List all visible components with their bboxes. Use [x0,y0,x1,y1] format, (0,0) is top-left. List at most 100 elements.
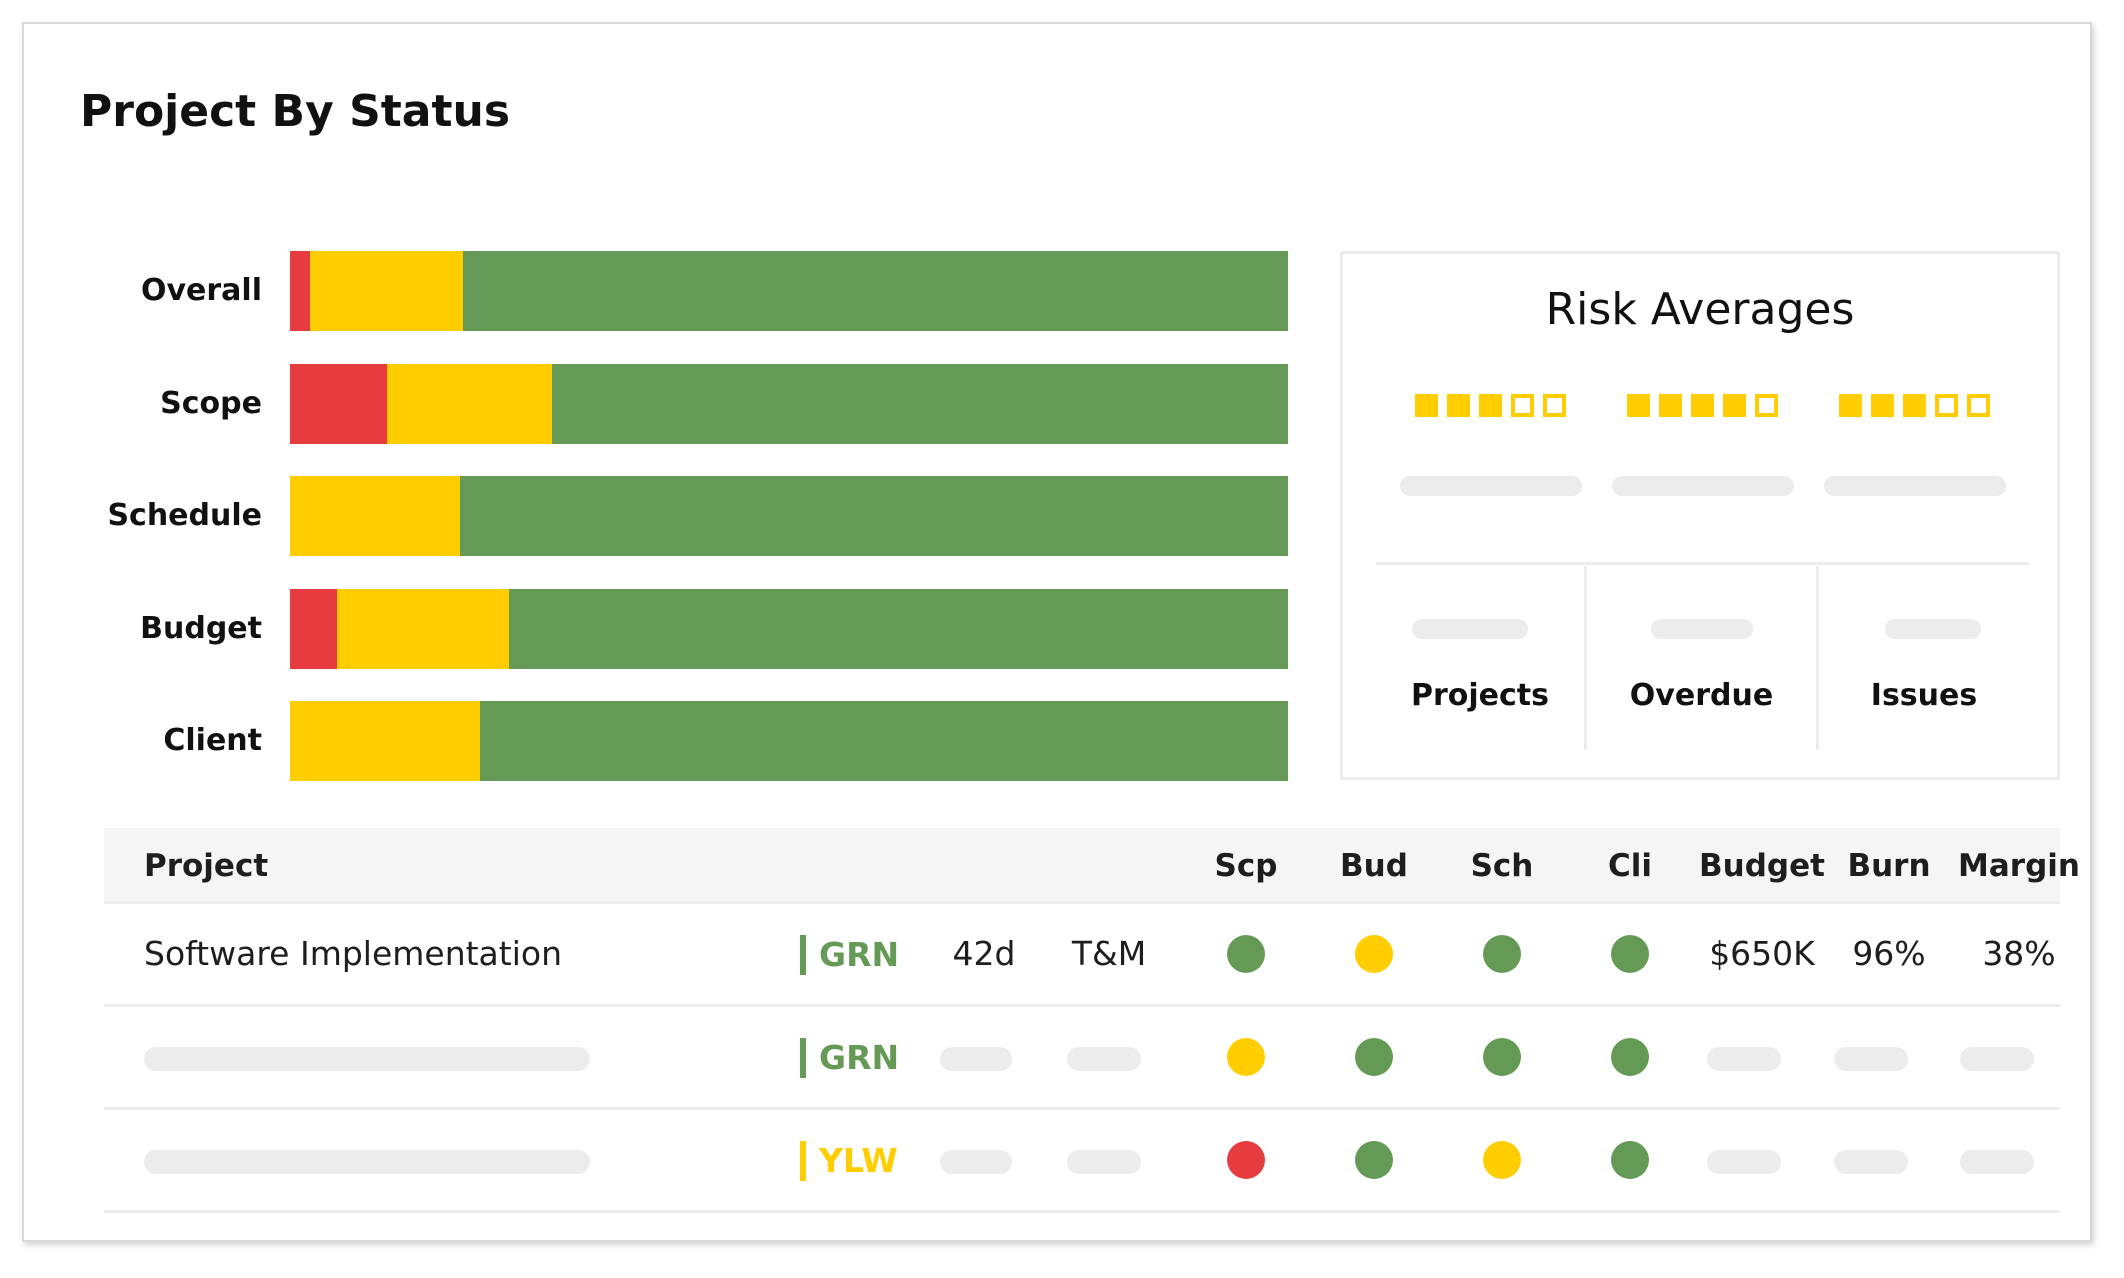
column-header-sch[interactable]: Sch [1470,848,1534,884]
status-bar-row: Scope [24,364,1294,444]
page-title: Project By Status [80,86,511,137]
rating-square-filled [1626,394,1650,417]
project-name-placeholder [144,1150,590,1174]
scp-status-dot[interactable] [1227,1038,1265,1076]
status-bar-label: Overall [140,273,262,308]
divider [1376,562,2029,565]
bar-segment-yellow[interactable] [386,364,553,444]
bar-segment-green[interactable] [462,251,1288,331]
cli-status-dot[interactable] [1611,1038,1649,1076]
rating-square-filled [1446,394,1470,417]
margin-placeholder [1960,1150,2034,1174]
duration: 42d [952,934,1016,973]
risk-averages-panel: Risk Averages Projects Overdue Issues [1340,251,2060,780]
status-tag: GRN [800,1038,899,1078]
bud-status-dot[interactable] [1355,1038,1393,1076]
bud-status-dot[interactable] [1355,1141,1393,1179]
project-status-card: Project By Status Overall Scope Schedule Bu… [22,22,2092,1242]
table-row[interactable]: Software Implementation GRN 42d T&M $650K 96%… [104,904,2060,1007]
rating-square-empty [1934,394,1958,417]
status-bar-row: Schedule [24,476,1294,556]
risk-averages-title: Risk Averages [1545,284,1855,335]
status-bar[interactable] [290,701,1288,781]
status-bar-row: Overall [24,251,1294,331]
column-header-budget[interactable]: Budget [1699,848,1825,884]
column-header-cli[interactable]: Cli [1607,848,1652,884]
project-name-placeholder [144,1047,590,1071]
table-row[interactable]: GRN [104,1007,2060,1110]
duration-placeholder [940,1150,1012,1174]
status-bar[interactable] [290,476,1288,556]
column-header-margin[interactable]: Margin [1958,848,2080,884]
rating-square-filled [1838,394,1862,417]
cli-status-dot[interactable] [1611,1141,1649,1179]
stat-value-placeholder [1412,619,1528,639]
stat-projects: Projects [1376,566,1584,750]
rating-square-filled [1690,394,1714,417]
risk-label-placeholder [1400,476,1582,496]
rating-squares [1395,394,1585,417]
sch-status-dot[interactable] [1483,1038,1521,1076]
sch-status-dot[interactable] [1483,1141,1521,1179]
divider [1584,566,1587,750]
rating-squares [1607,394,1797,417]
risk-label-placeholder [1612,476,1794,496]
scp-status-dot[interactable] [1227,1141,1265,1179]
bar-segment-red[interactable] [290,251,310,331]
stat-value-placeholder [1885,619,1981,639]
rating-squares [1819,394,2009,417]
status-tag: GRN [800,935,899,975]
rating-square-empty [1510,394,1534,417]
status-bar[interactable] [290,251,1288,331]
bar-segment-red[interactable] [290,589,337,669]
status-bar-label: Scope [160,386,262,421]
column-header-burn[interactable]: Burn [1847,848,1931,884]
column-header-project[interactable]: Project [144,848,269,884]
status-tag: YLW [800,1141,898,1181]
contract-type: T&M [1071,934,1147,973]
table-row[interactable]: YLW [104,1110,2060,1213]
bar-segment-red[interactable] [290,364,387,444]
rating-square-empty [1754,394,1778,417]
status-bar[interactable] [290,589,1288,669]
status-bar[interactable] [290,364,1288,444]
contract-type-placeholder [1067,1150,1141,1174]
project-name[interactable]: Software Implementation [144,934,562,973]
contract-type-placeholder [1067,1047,1141,1071]
sch-status-dot[interactable] [1483,935,1521,973]
divider [1816,566,1819,750]
bar-segment-green[interactable] [479,701,1288,781]
status-bar-label: Budget [140,611,262,646]
rating-square-filled [1870,394,1894,417]
scp-status-dot[interactable] [1227,935,1265,973]
margin-placeholder [1960,1047,2034,1071]
risk-rating [1607,394,1797,504]
stat-issues: Issues [1819,566,2029,750]
stat-label-overdue: Overdue [1629,678,1774,713]
budget-value: $650K [1709,934,1815,973]
table-header: Project Scp Bud Sch Cli Budget Burn Marg… [104,828,2080,904]
column-header-bud[interactable]: Bud [1340,848,1408,884]
bar-segment-yellow[interactable] [290,476,460,556]
duration-placeholder [940,1047,1012,1071]
rating-square-filled [1722,394,1746,417]
cli-status-dot[interactable] [1611,935,1649,973]
bar-segment-green[interactable] [552,364,1288,444]
stat-value-placeholder [1651,619,1753,639]
rating-square-empty [1966,394,1990,417]
bar-segment-green[interactable] [459,476,1288,556]
rating-square-filled [1414,394,1438,417]
status-bar-row: Client [24,701,1294,781]
stat-label-projects: Projects [1410,678,1549,713]
column-header-scp[interactable]: Scp [1214,848,1278,884]
margin-value: 38% [1982,934,2056,973]
status-bar-row: Budget [24,589,1294,669]
bar-segment-yellow[interactable] [309,251,463,331]
bar-segment-green[interactable] [508,589,1288,669]
bud-status-dot[interactable] [1355,935,1393,973]
bar-segment-yellow[interactable] [290,701,480,781]
budget-placeholder [1707,1150,1781,1174]
bar-segment-yellow[interactable] [336,589,509,669]
risk-rating [1395,394,1585,504]
burn-placeholder [1834,1047,1908,1071]
